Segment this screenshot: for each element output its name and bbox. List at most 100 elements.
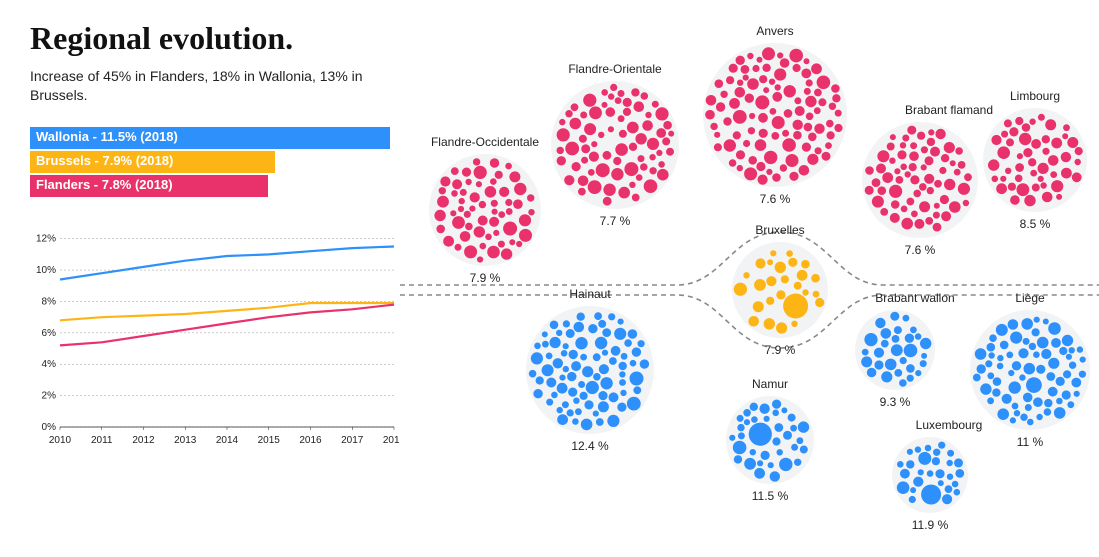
legend-bar-flanders: Flanders - 7.8% (2018) bbox=[30, 175, 390, 197]
dot bbox=[924, 174, 934, 184]
dot bbox=[772, 410, 779, 417]
dot bbox=[638, 155, 645, 162]
dot bbox=[762, 64, 770, 72]
dot bbox=[663, 121, 672, 130]
dot bbox=[1033, 351, 1040, 358]
cluster-label-flandre-occidentale: Flandre-Occidentale bbox=[431, 135, 539, 149]
dot bbox=[1062, 133, 1068, 139]
cluster-pct-bruxelles: 7.9 % bbox=[765, 343, 796, 357]
dot bbox=[817, 76, 831, 90]
dot bbox=[477, 256, 483, 262]
dot bbox=[782, 130, 789, 137]
dot bbox=[762, 47, 775, 60]
dot bbox=[1038, 114, 1045, 121]
dot bbox=[874, 348, 884, 358]
dot bbox=[1008, 183, 1016, 191]
cluster-label-limbourg: Limbourg bbox=[1010, 89, 1060, 103]
dot bbox=[1038, 176, 1044, 182]
cluster-label-liege: Liège bbox=[1015, 291, 1045, 305]
dot bbox=[942, 494, 952, 504]
series-brussels bbox=[60, 303, 394, 320]
dot bbox=[947, 474, 953, 480]
dot bbox=[574, 322, 585, 333]
dot bbox=[763, 87, 769, 93]
dot bbox=[906, 364, 915, 373]
dot bbox=[915, 446, 921, 452]
dot bbox=[754, 279, 766, 291]
dot bbox=[911, 211, 918, 218]
cluster-label-anvers: Anvers bbox=[756, 24, 793, 38]
dot bbox=[460, 231, 471, 242]
left-panel: Regional evolution. Increase of 45% in F… bbox=[0, 0, 400, 552]
dot bbox=[464, 211, 471, 218]
dot bbox=[797, 437, 804, 444]
dot bbox=[801, 260, 810, 269]
dot bbox=[607, 415, 619, 427]
dot bbox=[897, 461, 904, 468]
dot bbox=[958, 161, 966, 169]
dot bbox=[561, 350, 568, 357]
dot bbox=[750, 403, 758, 411]
dot bbox=[741, 65, 750, 74]
dot bbox=[1024, 195, 1035, 206]
dot bbox=[813, 291, 820, 298]
dot bbox=[890, 312, 899, 321]
dot bbox=[944, 142, 955, 153]
dot bbox=[437, 196, 449, 208]
dot bbox=[755, 258, 765, 268]
dot bbox=[434, 210, 445, 221]
dot bbox=[756, 162, 765, 171]
cluster-bruxelles bbox=[732, 242, 828, 338]
dot bbox=[580, 112, 587, 119]
dot bbox=[635, 133, 646, 144]
dot bbox=[772, 400, 781, 409]
dot bbox=[598, 320, 606, 328]
dot bbox=[595, 337, 607, 349]
dot bbox=[666, 148, 674, 156]
dot bbox=[949, 201, 961, 213]
dot bbox=[935, 469, 944, 478]
dot bbox=[729, 159, 737, 167]
dot bbox=[743, 272, 749, 278]
dot bbox=[580, 392, 588, 400]
dot bbox=[528, 209, 534, 215]
dot bbox=[640, 359, 649, 368]
dot bbox=[736, 150, 745, 159]
dot bbox=[894, 168, 900, 174]
dot bbox=[1048, 322, 1061, 335]
dot bbox=[726, 76, 734, 84]
dot bbox=[757, 460, 763, 466]
cluster-pct-hainaut: 12.4 % bbox=[571, 439, 609, 453]
dot bbox=[470, 192, 480, 202]
dot bbox=[632, 194, 640, 202]
dot bbox=[733, 441, 747, 455]
dot bbox=[780, 164, 787, 171]
dot bbox=[559, 119, 565, 125]
dot bbox=[490, 158, 499, 167]
dot bbox=[1021, 318, 1033, 330]
dot bbox=[550, 337, 561, 348]
dot bbox=[1063, 124, 1070, 131]
dot bbox=[611, 346, 621, 356]
cluster-flandre-orientale bbox=[551, 81, 679, 209]
dot bbox=[755, 95, 769, 109]
bubble-map: Flandre-Occidentale7.9 %Flandre-Oriental… bbox=[400, 0, 1099, 552]
dot bbox=[1063, 370, 1071, 378]
dot bbox=[533, 389, 542, 398]
dot bbox=[913, 190, 921, 198]
dot bbox=[1079, 371, 1086, 378]
dot bbox=[1034, 317, 1040, 323]
dot bbox=[1017, 153, 1023, 159]
dot bbox=[609, 357, 617, 365]
dot bbox=[527, 194, 534, 201]
dot bbox=[1062, 335, 1073, 346]
dot bbox=[1061, 152, 1071, 162]
y-axis-label: 8% bbox=[42, 296, 57, 307]
dot bbox=[620, 390, 626, 396]
dot bbox=[581, 157, 588, 164]
dot bbox=[566, 329, 575, 338]
dot bbox=[618, 115, 625, 122]
dot bbox=[603, 197, 612, 206]
dot bbox=[918, 469, 924, 475]
dot bbox=[985, 360, 992, 367]
